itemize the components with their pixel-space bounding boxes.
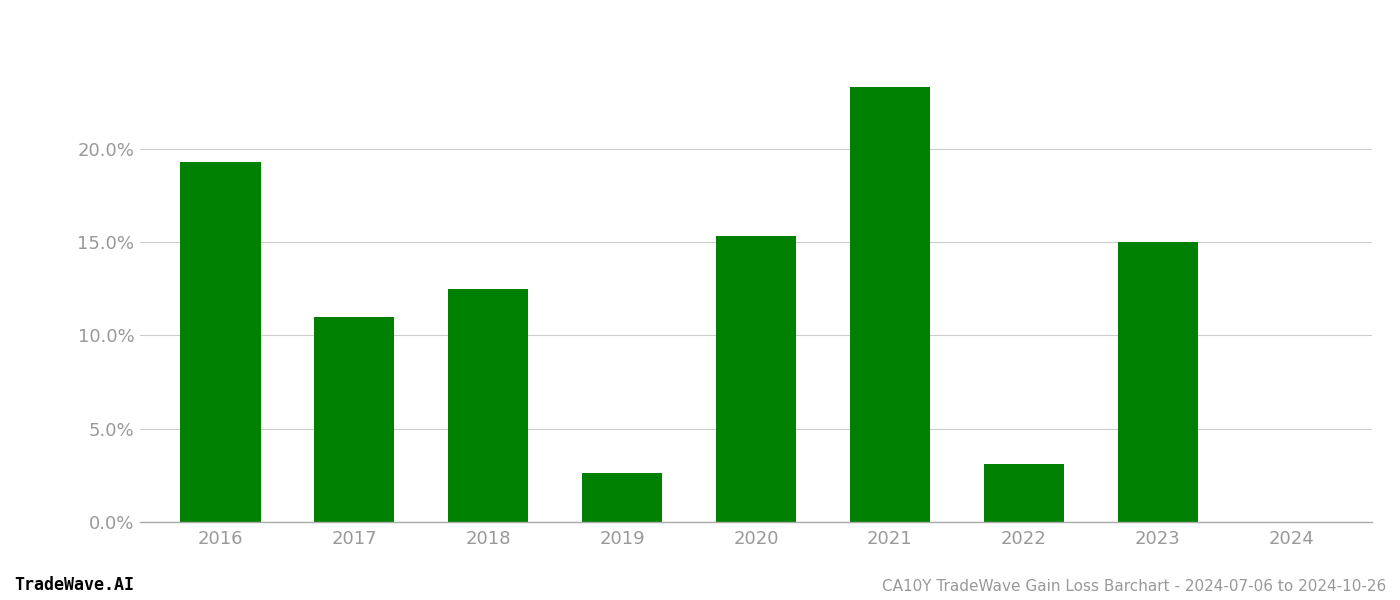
Bar [448,289,528,522]
Bar [582,473,662,522]
Bar [314,317,395,522]
Bar [850,87,930,522]
Bar [181,162,260,522]
Text: CA10Y TradeWave Gain Loss Barchart - 2024-07-06 to 2024-10-26: CA10Y TradeWave Gain Loss Barchart - 202… [882,579,1386,594]
Bar [984,464,1064,522]
Bar [715,236,797,522]
Bar [1117,242,1198,522]
Text: TradeWave.AI: TradeWave.AI [14,576,134,594]
